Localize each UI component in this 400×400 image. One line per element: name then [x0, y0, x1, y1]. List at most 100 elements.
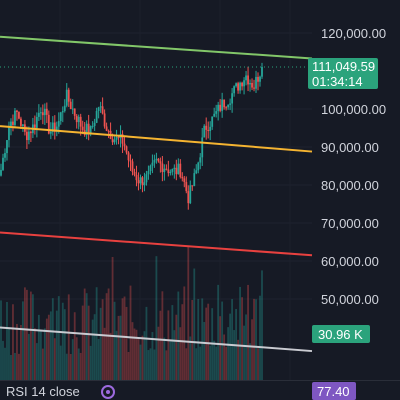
trend-line[interactable]	[0, 125, 313, 153]
price-tick-label: 50,000.00	[321, 292, 379, 307]
volume-bar	[179, 327, 182, 380]
candle-body	[0, 169, 2, 176]
candle-body	[215, 111, 218, 114]
trend-line[interactable]	[0, 231, 313, 257]
volume-bar	[26, 289, 28, 380]
candle-body	[131, 161, 134, 172]
volume-bar	[67, 294, 70, 380]
volume-bar	[195, 348, 198, 380]
volume-bar	[245, 314, 247, 380]
candle-body	[73, 108, 76, 116]
volume-bar	[143, 331, 146, 380]
candle-body	[77, 116, 80, 123]
rsi-indicator-label[interactable]: RSI 14 close	[6, 384, 80, 399]
volume-bar	[53, 338, 56, 380]
volume-bar	[187, 246, 190, 380]
candle-body	[189, 185, 192, 204]
candle-body	[223, 99, 226, 108]
last-price-badge: 111,049.59 01:34:14	[308, 58, 378, 89]
price-tick-label: 80,000.00	[321, 178, 379, 193]
volume-bar	[167, 310, 170, 380]
candle-body	[125, 146, 128, 153]
candle-body	[22, 124, 24, 127]
candles	[0, 62, 263, 210]
volume-bar	[10, 354, 12, 380]
volume-bar	[149, 348, 152, 380]
volume-bar	[193, 268, 196, 380]
candle-body	[59, 112, 62, 122]
candle-body	[173, 167, 176, 170]
volume-bar	[219, 316, 222, 380]
volume-bar	[103, 327, 106, 380]
candle-body	[167, 169, 170, 174]
candle-body	[237, 83, 239, 91]
candle-body	[227, 104, 230, 108]
volume-bar	[111, 256, 114, 380]
volume-bar	[55, 310, 58, 380]
candle-body	[229, 103, 232, 105]
candle-body	[147, 171, 150, 175]
volume-bar	[215, 346, 218, 380]
candle-body	[177, 163, 180, 175]
candle-body	[47, 114, 50, 134]
candle-body	[139, 177, 142, 184]
volume-bar	[51, 298, 54, 380]
candle-body	[69, 101, 72, 109]
volume-bar	[97, 338, 100, 380]
candle-body	[161, 163, 164, 173]
price-axis[interactable]: 120,000.00 100,000.00 90,000.00 80,000.00 70…	[321, 26, 386, 307]
volume-bar	[14, 352, 16, 380]
candle-body	[8, 126, 10, 141]
candle-body	[193, 173, 196, 187]
volume-bar	[135, 329, 138, 380]
candle-body	[14, 110, 16, 125]
volume-bar	[239, 286, 241, 380]
volume-bar	[169, 341, 172, 380]
candle-body	[87, 123, 90, 135]
volume-bar	[18, 353, 20, 380]
candle-body	[217, 104, 220, 112]
candle-body	[18, 112, 20, 119]
volume-bar	[251, 319, 253, 380]
volume-bar	[2, 340, 4, 380]
volume-bar	[117, 315, 120, 380]
candle-body	[197, 162, 200, 171]
volume-bar	[0, 300, 2, 380]
volume-bar	[155, 256, 158, 380]
candle-body	[55, 126, 58, 132]
candle-body	[143, 182, 146, 186]
volume-bar	[65, 353, 68, 380]
trend-lines[interactable]	[0, 35, 313, 353]
candle-body	[225, 107, 228, 109]
volume-bar	[191, 299, 194, 380]
trend-line[interactable]	[0, 326, 313, 353]
candle-body	[165, 168, 168, 170]
volume-bar	[121, 298, 124, 380]
volume-bar	[153, 349, 156, 380]
candle-body	[107, 130, 110, 132]
volume-bar	[49, 311, 52, 380]
candle-body	[153, 159, 156, 163]
volume-bar	[157, 326, 160, 380]
candle-body	[155, 158, 158, 160]
candle-body	[191, 185, 194, 187]
candle-body	[199, 157, 202, 163]
candle-body	[211, 116, 214, 127]
volume-bar	[123, 296, 126, 380]
volume-bar	[241, 297, 243, 380]
candle-body	[4, 153, 6, 158]
volume-badge: 30.96 K	[312, 325, 370, 343]
candle-body	[163, 168, 166, 173]
candle-body	[243, 80, 245, 87]
volume-bar	[129, 285, 132, 380]
rsi-settings-icon[interactable]	[101, 385, 115, 399]
volume-bar	[24, 287, 26, 380]
volume-bar	[175, 314, 178, 380]
volume-bar	[133, 328, 136, 380]
trend-line[interactable]	[0, 35, 313, 60]
volume-bar	[209, 345, 212, 380]
volume-bar	[27, 333, 30, 380]
candle-body	[239, 82, 241, 91]
